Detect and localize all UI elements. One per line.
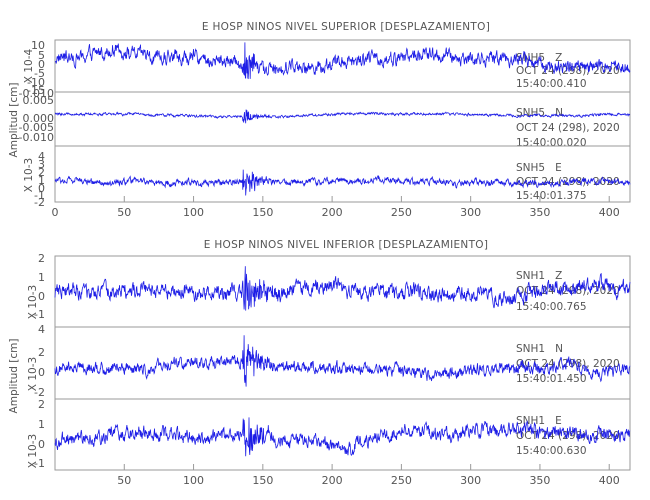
ytick-label: -10 bbox=[27, 76, 45, 89]
ytick-label: 2 bbox=[38, 398, 45, 411]
trace-snh1-z bbox=[54, 266, 631, 311]
ytick-label: -1 bbox=[34, 457, 45, 470]
station-date: OCT 24 (298), 2020 bbox=[516, 122, 620, 134]
ytick-label: 4 bbox=[38, 150, 45, 163]
x-tick-label: 150 bbox=[252, 474, 273, 487]
x-tick-label: 250 bbox=[391, 206, 412, 219]
ytick-label: 1 bbox=[38, 418, 45, 431]
chart-title-bottom: E HOSP NINOS NIVEL INFERIOR [DESPLAZAMIE… bbox=[204, 239, 489, 251]
ytick-label: 5 bbox=[38, 49, 45, 62]
station-component: SNH5 E bbox=[516, 162, 562, 174]
trace-snh1-n bbox=[54, 335, 631, 387]
panel-top-1: X 10-4 10 5 0 -5 -10 -15 SNH5 Z OCT 24 (2… bbox=[23, 39, 631, 97]
ytick-label: 1 bbox=[38, 174, 45, 187]
ytick-label: -5 bbox=[34, 67, 45, 80]
x-tick-label: 300 bbox=[460, 206, 481, 219]
ytick-label: 0.005 bbox=[23, 94, 55, 107]
scale-label: X 10-3 bbox=[27, 357, 39, 391]
ytick-label: 2 bbox=[38, 166, 45, 179]
ytick-label: 0 bbox=[38, 182, 45, 195]
ytick-label: 0 bbox=[38, 438, 45, 451]
ytick-label: -2 bbox=[34, 386, 45, 399]
x-tick-label: 200 bbox=[322, 206, 343, 219]
x-tick-label: 250 bbox=[391, 474, 412, 487]
ytick-label: 0 bbox=[38, 58, 45, 71]
x-tick-label: 100 bbox=[183, 474, 204, 487]
x-tick-label: 350 bbox=[529, 206, 550, 219]
x-tick-label: 50 bbox=[117, 474, 131, 487]
ytick-label: 0 bbox=[38, 366, 45, 379]
panel-bottom-2: X 10-3 4 2 0 -2 SNH1 N OCT 24 (298), 2020… bbox=[27, 323, 631, 400]
scale-label: X 10-3 bbox=[23, 158, 35, 192]
station-time: 15:40:00.765 bbox=[516, 301, 587, 313]
station-component: SNH1 E bbox=[516, 415, 562, 427]
station-component: SNH1 N bbox=[516, 343, 563, 355]
panel-frame bbox=[54, 145, 631, 203]
x-tick-label: 300 bbox=[460, 474, 481, 487]
trace-snh5-n bbox=[54, 109, 631, 124]
ytick-label: -1 bbox=[34, 189, 45, 202]
ylabel-bottom: Amplitud [cm] bbox=[8, 339, 20, 414]
x-tick-label: 150 bbox=[252, 206, 273, 219]
x-axis-bottom: 50 100 150 200 250 300 350 400 bbox=[117, 464, 620, 487]
trace-snh5-e bbox=[54, 169, 631, 196]
trace-snh5-z bbox=[54, 42, 631, 80]
scale-label: X 10-3 bbox=[27, 285, 39, 319]
ytick-label: 4 bbox=[38, 323, 45, 336]
x-tick-label: 0 bbox=[52, 206, 59, 219]
ytick-label: -2 bbox=[34, 196, 45, 209]
x-tick-label: 400 bbox=[599, 474, 620, 487]
station-time: 15:40:01.450 bbox=[516, 373, 587, 385]
ytick-label: 1 bbox=[38, 271, 45, 284]
ytick-label: 2 bbox=[38, 346, 45, 359]
x-tick-label: 200 bbox=[322, 474, 343, 487]
station-time: 15:40:00.410 bbox=[516, 78, 587, 90]
station-component: SNH1 Z bbox=[516, 270, 562, 282]
panel-top-3: X 10-3 4 3 2 1 0 -1 -2 SNH5 E OCT 24 (298… bbox=[23, 145, 631, 209]
ytick-label: -0.010 bbox=[19, 87, 54, 100]
ytick-label: -0.005 bbox=[19, 121, 54, 134]
x-tick-label: 350 bbox=[529, 474, 550, 487]
ylabel-top: Amplitud [cm] bbox=[8, 83, 20, 158]
ytick-label: 10 bbox=[31, 39, 45, 52]
ytick-label: 2 bbox=[38, 252, 45, 265]
scale-label: X 10-3 bbox=[27, 434, 39, 468]
panel-bottom-3: X 10-3 2 1 0 -1 SNH1 E OCT 24 (298), 2020… bbox=[27, 398, 631, 471]
station-component: SNH5 N bbox=[516, 107, 563, 119]
ytick-label: -15 bbox=[27, 84, 45, 97]
ytick-label: 0 bbox=[38, 290, 45, 303]
x-tick-label: 400 bbox=[599, 206, 620, 219]
station-time: 15:40:00.020 bbox=[516, 137, 587, 149]
chart-bottom: E HOSP NINOS NIVEL INFERIOR [DESPLAZAMIE… bbox=[8, 239, 631, 487]
station-time: 15:40:01.375 bbox=[516, 190, 587, 202]
chart-top: E HOSP NINOS NIVEL SUPERIOR [DESPLAZAMIE… bbox=[8, 21, 631, 219]
station-date: OCT 24 (298), 2020 bbox=[516, 358, 620, 370]
panel-frame bbox=[54, 398, 631, 471]
station-time: 15:40:00.630 bbox=[516, 445, 587, 457]
panel-bottom-1: X 10-3 2 1 0 -1 SNH1 Z OCT 24 (298), 2020… bbox=[27, 252, 631, 328]
ytick-label: -0.010 bbox=[19, 131, 54, 144]
ytick-label: 3 bbox=[38, 158, 45, 171]
trace-snh1-e bbox=[54, 417, 631, 457]
scale-label: X 10-4 bbox=[23, 49, 35, 84]
ytick-label: 0.000 bbox=[23, 112, 55, 125]
ytick-label: -1 bbox=[34, 308, 45, 321]
x-axis-top: 0 50 100 150 200 250 300 350 400 bbox=[52, 196, 620, 219]
x-tick-label: 50 bbox=[117, 206, 131, 219]
chart-title-top: E HOSP NINOS NIVEL SUPERIOR [DESPLAZAMIE… bbox=[202, 21, 490, 33]
x-tick-label: 100 bbox=[183, 206, 204, 219]
